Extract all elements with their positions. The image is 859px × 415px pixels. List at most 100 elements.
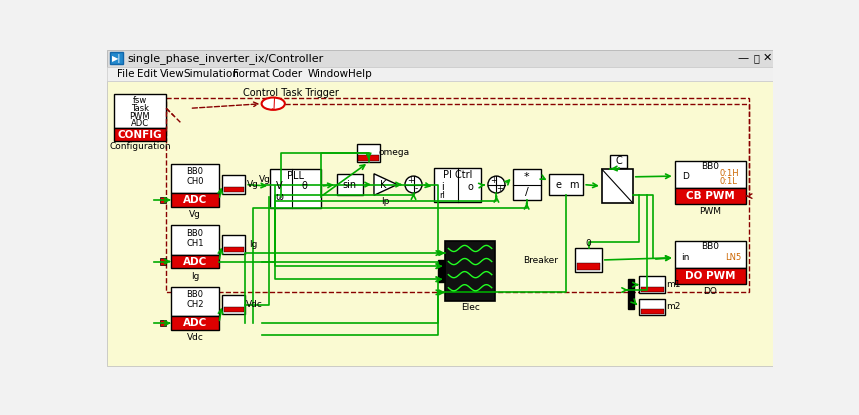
Bar (113, 128, 167, 141)
Text: Simulation: Simulation (183, 68, 239, 79)
Bar (222, 235, 246, 254)
Text: +: + (497, 184, 503, 193)
Text: *: * (524, 172, 529, 182)
Bar (171, 164, 219, 193)
Text: BB0: BB0 (701, 242, 719, 251)
Text: Vdc: Vdc (186, 333, 204, 342)
Bar (549, 174, 583, 195)
Text: D: D (682, 171, 689, 181)
Text: ADC: ADC (131, 119, 149, 128)
Text: i: i (441, 182, 443, 192)
Text: ADC: ADC (183, 318, 207, 328)
Bar (111, 52, 123, 64)
Text: LN5: LN5 (726, 253, 741, 262)
Text: Edit: Edit (137, 68, 157, 79)
Bar (160, 197, 167, 203)
Text: K: K (380, 180, 387, 190)
Bar (107, 67, 773, 81)
Text: o: o (467, 182, 473, 192)
Bar (674, 269, 746, 284)
Circle shape (488, 176, 505, 193)
Text: ADC: ADC (183, 195, 207, 205)
Text: ⬜: ⬜ (754, 53, 759, 63)
Text: -: - (415, 184, 418, 193)
Bar (337, 174, 363, 195)
Text: DO PWM: DO PWM (685, 271, 735, 281)
Text: ✕: ✕ (763, 53, 772, 63)
Text: Configuration: Configuration (109, 142, 171, 151)
Text: CB PWM: CB PWM (686, 191, 734, 201)
Text: θ: θ (302, 181, 308, 191)
Text: 0:1L: 0:1L (720, 177, 738, 186)
Bar (513, 169, 540, 200)
Text: 0: 0 (586, 239, 592, 248)
Text: m2: m2 (666, 303, 680, 312)
Text: Help: Help (348, 68, 371, 79)
Bar (222, 175, 246, 194)
Bar (437, 260, 444, 281)
Text: PLL: PLL (287, 171, 304, 181)
Bar (171, 316, 219, 330)
Polygon shape (374, 174, 397, 195)
Text: —: — (737, 53, 748, 63)
Text: Coder: Coder (271, 68, 303, 79)
Bar (113, 95, 167, 128)
Text: ▶|: ▶| (112, 54, 121, 63)
Bar (107, 50, 773, 67)
Bar (639, 276, 666, 293)
Text: BB0: BB0 (701, 162, 719, 171)
Text: omega: omega (379, 149, 410, 157)
Text: Breaker: Breaker (523, 256, 558, 264)
Bar (160, 259, 167, 265)
Bar (171, 225, 219, 255)
Bar (270, 169, 320, 208)
Text: single_phase_inverter_ix/Controller: single_phase_inverter_ix/Controller (127, 53, 324, 64)
Text: e: e (556, 180, 562, 190)
Bar (222, 295, 246, 314)
Text: Vg: Vg (259, 175, 271, 184)
Bar (223, 187, 244, 192)
Text: Vdc: Vdc (247, 300, 263, 309)
Bar (358, 155, 379, 161)
Bar (357, 144, 381, 162)
Bar (171, 255, 219, 269)
Bar (628, 279, 635, 308)
Bar (171, 193, 219, 207)
Text: ADC: ADC (183, 256, 207, 266)
Text: CH0: CH0 (186, 177, 204, 186)
Text: /: / (525, 187, 528, 197)
Text: in: in (681, 253, 690, 262)
Text: V: V (276, 181, 283, 191)
Text: File: File (117, 68, 134, 79)
Bar (171, 287, 219, 316)
Text: BB0: BB0 (186, 229, 204, 237)
Text: CONFIG: CONFIG (118, 129, 162, 139)
Bar (602, 169, 633, 203)
Text: rl: rl (439, 191, 445, 200)
Bar (674, 241, 746, 269)
Text: C: C (616, 156, 622, 166)
Text: Ig: Ig (191, 272, 199, 281)
Bar (577, 263, 600, 270)
Text: PWM: PWM (130, 112, 150, 120)
Bar (641, 287, 664, 292)
Bar (223, 307, 244, 312)
Text: Ig: Ig (249, 240, 257, 249)
Text: ∫: ∫ (270, 97, 277, 110)
Circle shape (405, 176, 422, 193)
Text: DO: DO (704, 287, 717, 296)
Bar (641, 309, 664, 314)
Text: Control Task Trigger: Control Task Trigger (243, 88, 338, 98)
Text: 0:1H: 0:1H (719, 168, 739, 178)
Text: Elec: Elec (460, 303, 479, 312)
Bar (160, 320, 167, 326)
Text: +: + (490, 176, 497, 185)
Bar (107, 81, 773, 366)
Bar (674, 188, 746, 204)
Bar (445, 241, 495, 301)
Text: +: + (407, 176, 414, 185)
Text: fsw: fsw (133, 96, 147, 105)
Bar (167, 98, 749, 292)
Text: m: m (570, 180, 579, 190)
Text: Vg: Vg (189, 210, 201, 219)
